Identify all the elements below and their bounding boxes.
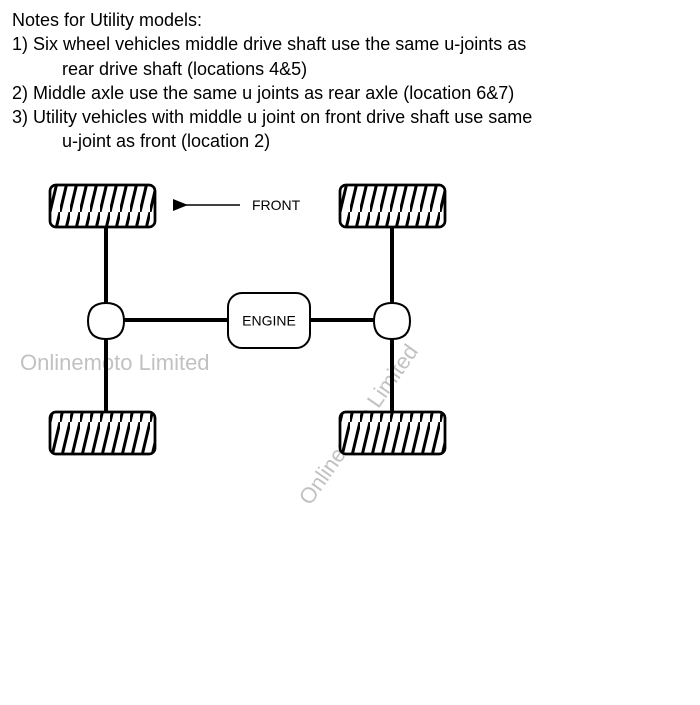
engine-label: ENGINE <box>242 313 296 329</box>
note-1-cont: rear drive shaft (locations 4&5) <box>12 57 688 81</box>
note-3: 3) Utility vehicles with middle u joint … <box>12 105 688 129</box>
watermark-1: Onlinemoto Limited <box>20 350 210 375</box>
diagram-svg: Onlinemoto Limited Onlinemoto Limited EN… <box>0 170 700 700</box>
notes-title: Notes for Utility models: <box>12 8 688 32</box>
note-1: 1) Six wheel vehicles middle drive shaft… <box>12 32 688 56</box>
drivetrain-diagram: Onlinemoto Limited Onlinemoto Limited EN… <box>0 170 700 700</box>
notes-block: Notes for Utility models: 1) Six wheel v… <box>0 0 700 162</box>
front-label: FRONT <box>252 197 301 213</box>
note-3-cont: u-joint as front (location 2) <box>12 129 688 153</box>
note-2: 2) Middle axle use the same u joints as … <box>12 81 688 105</box>
